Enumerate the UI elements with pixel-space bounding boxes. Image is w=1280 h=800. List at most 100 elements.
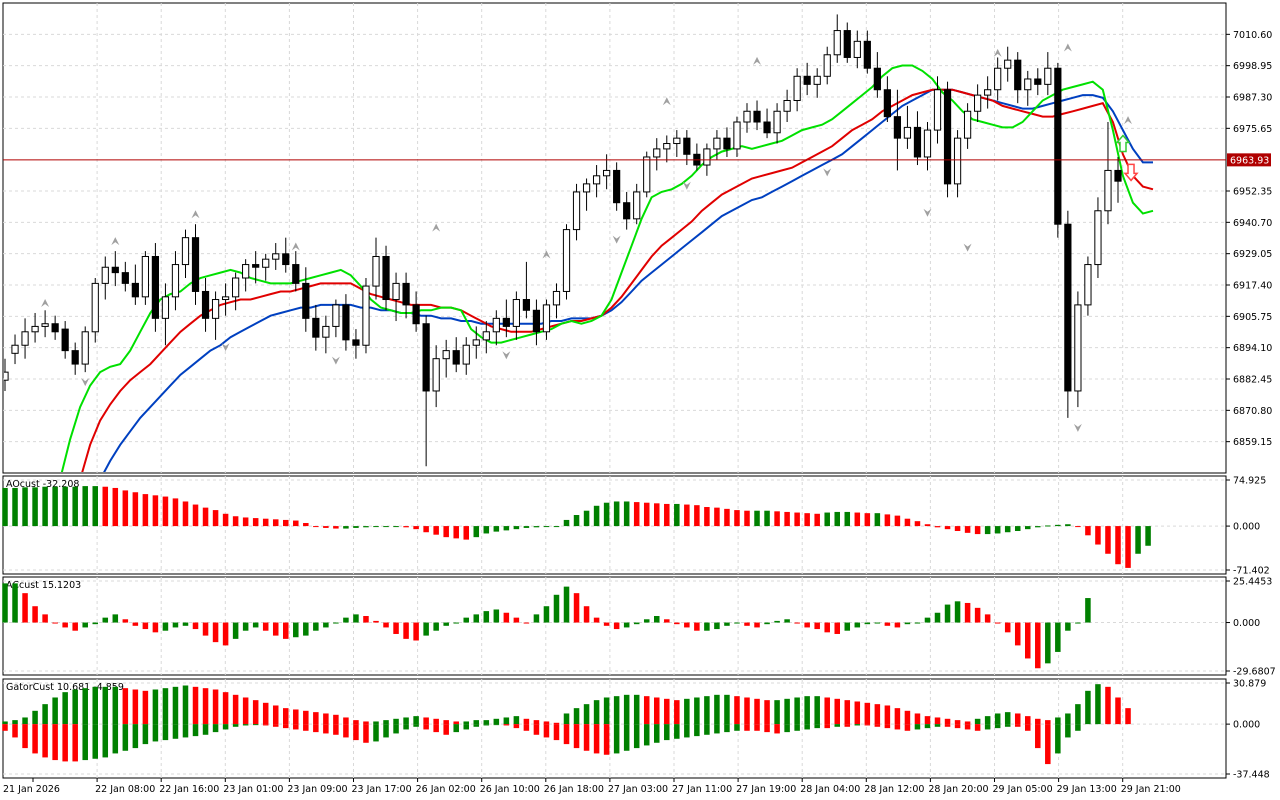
- gator-lower-bar: [463, 724, 470, 730]
- gator-upper-bar: [553, 722, 560, 725]
- gator-upper-bar: [774, 700, 780, 725]
- histogram-bar: [1035, 622, 1041, 669]
- candle: [181, 237, 190, 266]
- price-tick-label: 6940.70: [1233, 218, 1272, 229]
- histogram-bar: [293, 520, 299, 527]
- histogram-bar: [162, 496, 169, 527]
- histogram-bar: [674, 503, 680, 527]
- candle: [31, 325, 39, 333]
- histogram-bar: [814, 513, 820, 527]
- gator-lower-bar: [744, 724, 750, 731]
- histogram-bar: [794, 512, 800, 527]
- histogram-bar: [102, 486, 109, 527]
- price-tick-label: 6998.95: [1233, 61, 1272, 72]
- gator-upper-bar: [262, 702, 269, 725]
- gator-lower-bar: [202, 724, 209, 735]
- gator-lower-bar: [764, 724, 770, 733]
- candle: [783, 99, 791, 112]
- fractal-down-icon: [823, 168, 832, 177]
- histogram-bar: [282, 622, 289, 639]
- histogram-bar: [1045, 622, 1051, 664]
- time-tick-label: 26 Jan 10:00: [480, 784, 540, 795]
- histogram-bar: [142, 622, 149, 630]
- histogram-bar: [503, 526, 510, 531]
- gator-upper-bar: [212, 689, 219, 725]
- histogram-bar: [553, 594, 560, 623]
- histogram-bar: [72, 622, 78, 631]
- gator-upper-bar: [874, 704, 881, 725]
- candle: [292, 264, 300, 284]
- histogram-bar: [262, 622, 269, 631]
- gator-lower-bar: [333, 724, 339, 735]
- fractal-down-icon: [331, 356, 340, 365]
- histogram-bar: [303, 622, 309, 636]
- gator-upper-bar: [52, 697, 58, 725]
- gator-lower-bar: [42, 724, 48, 758]
- histogram-bar: [42, 486, 48, 527]
- candle: [51, 323, 59, 333]
- candle: [1074, 304, 1082, 392]
- gator-lower-bar: [533, 724, 540, 735]
- histogram-bar: [1075, 622, 1081, 624]
- histogram-bar: [1085, 526, 1091, 536]
- gator-lower-bar: [864, 724, 871, 726]
- histogram-bar: [62, 622, 68, 628]
- gator-lower-bar: [994, 724, 1001, 729]
- histogram-bar: [433, 622, 439, 631]
- gator-lower-bar: [664, 724, 670, 741]
- candle: [984, 89, 992, 96]
- gator-lower-bar: [924, 724, 931, 729]
- histogram-bar: [132, 492, 139, 527]
- candle: [452, 350, 460, 365]
- candle: [171, 264, 180, 298]
- gator-upper-bar: [1075, 704, 1081, 725]
- histogram-bar: [503, 612, 510, 623]
- fractal-up-icon: [753, 56, 762, 65]
- gator-upper-bar: [182, 685, 189, 725]
- gator-upper-bar: [814, 696, 820, 725]
- histogram-bar: [573, 593, 580, 623]
- gator-upper-bar: [894, 708, 901, 725]
- candle: [673, 137, 681, 145]
- candle: [352, 339, 360, 346]
- gator-upper-bar: [252, 700, 259, 725]
- histogram-bar: [242, 517, 249, 527]
- gator-lower-bar: [934, 724, 941, 727]
- price-panel[interactable]: 7010.60 6998.95 6987.30 6975.65 6952.35 6940.…: [2, 0, 1272, 654]
- gator-lower-bar: [92, 724, 99, 759]
- gator-upper-bar: [242, 697, 249, 725]
- histogram-bar: [393, 526, 399, 528]
- time-tick-label: 29 Jan 21:00: [1121, 784, 1181, 795]
- time-tick-label: 29 Jan 13:00: [1057, 784, 1117, 795]
- gator-lower-bar: [182, 724, 189, 738]
- indicator-label: GatorCust 10.681 -4.859: [6, 682, 124, 693]
- time-axis: 21 Jan 2026 22 Jan 08:00 22 Jan 16:00 23 Ja…: [3, 778, 1181, 795]
- histogram-bar: [784, 511, 790, 527]
- histogram-bar: [603, 622, 610, 626]
- gator-lower-bar: [573, 724, 580, 749]
- gator-upper-bar: [694, 697, 700, 725]
- time-tick-label: 27 Jan 19:00: [736, 784, 796, 795]
- price-tick-label: 6929.05: [1233, 249, 1272, 260]
- candle: [191, 237, 200, 292]
- gator-upper-bar: [804, 696, 810, 725]
- histogram-bar: [1125, 526, 1131, 568]
- gator-upper-bar: [794, 697, 800, 725]
- gator-upper-bar: [112, 686, 119, 725]
- gator-upper-bar: [483, 720, 490, 725]
- histogram-bar: [12, 487, 18, 527]
- indicator-tick-label: 25.4453: [1233, 577, 1272, 588]
- gator-lower-bar: [62, 724, 68, 762]
- gator-upper-bar: [453, 721, 459, 725]
- gator-upper-bar: [633, 694, 640, 725]
- gator-upper-bar: [934, 717, 941, 725]
- candle: [432, 358, 440, 392]
- gator-upper-bar: [343, 717, 349, 725]
- candle: [603, 169, 611, 177]
- histogram-bar: [333, 526, 339, 529]
- gator-upper-bar: [844, 700, 851, 725]
- histogram-bar: [874, 622, 881, 624]
- gator-lower-bar: [914, 724, 921, 730]
- price-tick-label: 6917.40: [1233, 281, 1272, 292]
